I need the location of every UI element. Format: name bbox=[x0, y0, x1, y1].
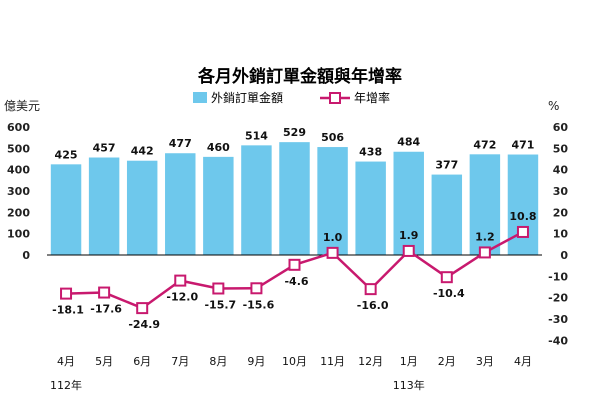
right-tick-label: 60 bbox=[553, 121, 569, 134]
category-label: 3月 bbox=[476, 355, 494, 368]
bar-value-label: 377 bbox=[435, 159, 458, 172]
left-tick-label: 200 bbox=[7, 206, 30, 219]
left-tick-label: 0 bbox=[22, 249, 30, 262]
bar-value-label: 457 bbox=[93, 142, 116, 155]
bar-value-label: 442 bbox=[131, 145, 154, 158]
left-tick-label: 300 bbox=[7, 185, 30, 198]
bar-value-label: 438 bbox=[359, 146, 382, 159]
line-marker bbox=[402, 244, 415, 257]
right-tick-label: -10 bbox=[548, 270, 568, 283]
line-value-label: 10.8 bbox=[509, 210, 536, 223]
line-marker bbox=[174, 274, 187, 287]
bar bbox=[165, 153, 196, 255]
line-marker bbox=[288, 258, 301, 271]
category-label: 11月 bbox=[320, 355, 345, 368]
bar-value-label: 529 bbox=[283, 126, 306, 139]
line-series: -18.1 -17.6 -24.9 -12.0 -15.7 -15.6 -4.6 1.0 -16… bbox=[52, 210, 536, 331]
line-marker bbox=[98, 286, 111, 299]
line-marker bbox=[516, 225, 529, 238]
bar bbox=[469, 154, 501, 255]
left-tick-label: 400 bbox=[7, 164, 30, 177]
right-tick-label: -40 bbox=[548, 334, 568, 347]
category-label: 1月 bbox=[400, 355, 418, 368]
left-axis: 600 500 400 300 200 100 0 bbox=[7, 121, 30, 262]
bar bbox=[241, 145, 272, 255]
legend: 外銷訂單金額 年增率 bbox=[193, 90, 390, 105]
bar bbox=[126, 160, 158, 255]
year-label: 112年 bbox=[50, 378, 82, 392]
legend-swatch-bar bbox=[193, 92, 207, 103]
bar-value-label: 460 bbox=[207, 141, 230, 154]
line-marker bbox=[440, 271, 453, 284]
line-value-label: -16.0 bbox=[357, 299, 389, 312]
left-tick-label: 500 bbox=[7, 142, 30, 155]
bar-value-label: 506 bbox=[321, 131, 344, 144]
right-tick-label: 0 bbox=[560, 249, 568, 262]
line-value-label: -15.7 bbox=[204, 298, 236, 311]
bar bbox=[203, 156, 234, 255]
bar bbox=[393, 151, 424, 255]
chart-title: 各月外銷訂單金額與年增率 bbox=[197, 66, 402, 87]
right-tick-label: 20 bbox=[553, 206, 569, 219]
legend-swatch-marker bbox=[329, 92, 341, 104]
year-label: 113年 bbox=[393, 378, 425, 392]
bar-value-label: 514 bbox=[245, 129, 268, 142]
bar bbox=[317, 147, 348, 255]
category-label: 2月 bbox=[438, 355, 456, 368]
bar bbox=[50, 164, 82, 255]
bar-value-label: 425 bbox=[55, 148, 78, 161]
bar bbox=[431, 174, 463, 255]
bar-value-label: 484 bbox=[397, 136, 420, 149]
bar-value-label: 472 bbox=[473, 138, 496, 151]
line-marker bbox=[364, 283, 377, 296]
right-axis-unit: % bbox=[548, 99, 559, 113]
line-value-label: -17.6 bbox=[90, 303, 122, 316]
line-value-label: -24.9 bbox=[128, 318, 160, 331]
category-axis: 4月 5月 6月 7月 8月 9月 10月 11月 12月 1月 2月 3月 4月 112年 113年 bbox=[50, 355, 532, 392]
bar bbox=[355, 161, 386, 255]
line-marker bbox=[250, 282, 263, 295]
category-label: 4月 bbox=[57, 355, 75, 368]
legend-label-bar: 外銷訂單金額 bbox=[211, 90, 283, 105]
category-label: 4月 bbox=[514, 355, 532, 368]
category-label: 7月 bbox=[171, 355, 189, 368]
line-value-label: -18.1 bbox=[52, 304, 84, 317]
category-label: 12月 bbox=[358, 355, 383, 368]
right-tick-label: -30 bbox=[548, 313, 568, 326]
legend-label-line: 年增率 bbox=[354, 90, 390, 105]
right-tick-label: -20 bbox=[548, 292, 568, 305]
right-tick-label: 10 bbox=[553, 228, 569, 241]
category-label: 9月 bbox=[247, 355, 265, 368]
bar-value-label: 477 bbox=[169, 137, 192, 150]
right-tick-label: 40 bbox=[553, 164, 569, 177]
line-value-label: -15.6 bbox=[243, 298, 275, 311]
bar bbox=[88, 157, 120, 255]
line-value-label: 1.0 bbox=[323, 231, 343, 244]
line-marker bbox=[136, 302, 149, 315]
line-value-label: -10.4 bbox=[433, 287, 465, 300]
line-value-label: 1.9 bbox=[399, 229, 419, 242]
line-marker bbox=[212, 282, 225, 295]
line-value-label: 1.2 bbox=[475, 230, 495, 243]
line-value-label: -4.6 bbox=[284, 275, 308, 288]
bar bbox=[507, 154, 539, 255]
left-tick-label: 100 bbox=[7, 228, 30, 241]
line-marker bbox=[478, 246, 491, 259]
left-axis-unit: 億美元 bbox=[4, 99, 40, 113]
category-label: 10月 bbox=[282, 355, 307, 368]
left-tick-label: 600 bbox=[7, 121, 30, 134]
bar-value-label: 471 bbox=[511, 139, 534, 152]
right-axis: 60 50 40 30 20 10 0 -10 -20 -30 -40 bbox=[548, 121, 568, 347]
category-label: 5月 bbox=[95, 355, 113, 368]
bar bbox=[279, 142, 310, 255]
line-marker bbox=[326, 246, 339, 259]
line-value-label: -12.0 bbox=[166, 291, 198, 304]
category-label: 6月 bbox=[133, 355, 151, 368]
category-label: 8月 bbox=[209, 355, 227, 368]
right-tick-label: 30 bbox=[553, 185, 569, 198]
right-tick-label: 50 bbox=[553, 142, 569, 155]
line-marker bbox=[60, 287, 73, 300]
bar-series: 425 457 442 477 460 514 529 506 438 484 377 472 471 bbox=[50, 126, 539, 255]
